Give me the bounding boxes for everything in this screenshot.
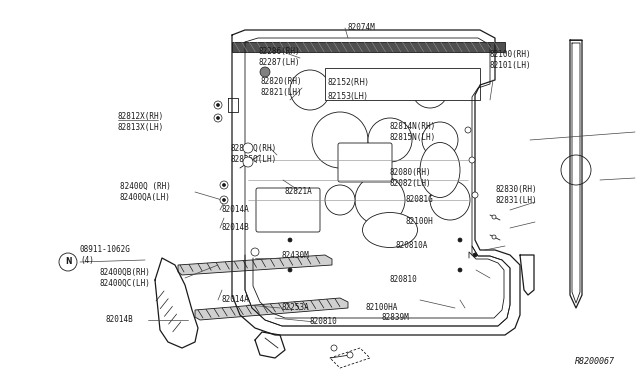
- Circle shape: [465, 127, 471, 133]
- Circle shape: [458, 238, 462, 242]
- Circle shape: [472, 192, 478, 198]
- Circle shape: [347, 352, 353, 358]
- Circle shape: [290, 70, 330, 110]
- Circle shape: [251, 248, 259, 256]
- Circle shape: [412, 72, 448, 108]
- Circle shape: [223, 183, 225, 186]
- Circle shape: [243, 157, 253, 167]
- Text: 82812X(RH)
82813X(LH): 82812X(RH) 82813X(LH): [118, 112, 164, 132]
- Circle shape: [331, 345, 337, 351]
- Circle shape: [469, 157, 475, 163]
- Ellipse shape: [362, 212, 417, 247]
- Circle shape: [422, 122, 458, 158]
- Circle shape: [368, 118, 412, 162]
- Text: 82400QB(RH)
82400QC(LH): 82400QB(RH) 82400QC(LH): [100, 268, 151, 288]
- Text: 82014A: 82014A: [222, 295, 250, 305]
- FancyBboxPatch shape: [325, 68, 480, 100]
- Circle shape: [561, 155, 591, 185]
- Circle shape: [473, 253, 477, 257]
- Circle shape: [223, 199, 225, 202]
- Circle shape: [216, 116, 220, 119]
- Text: R8200067: R8200067: [575, 357, 615, 366]
- Text: 82839M: 82839M: [382, 314, 410, 323]
- Text: 82814N(RH)
82815N(LH): 82814N(RH) 82815N(LH): [390, 122, 436, 142]
- Text: 08911-1062G
(4): 08911-1062G (4): [80, 245, 131, 265]
- Circle shape: [214, 114, 222, 122]
- Circle shape: [288, 268, 292, 272]
- Circle shape: [325, 185, 355, 215]
- FancyBboxPatch shape: [256, 188, 320, 232]
- Circle shape: [214, 101, 222, 109]
- Text: 82080(RH)
82082(LH): 82080(RH) 82082(LH): [390, 168, 431, 188]
- Circle shape: [216, 103, 220, 106]
- Text: 82286(RH)
82287(LH): 82286(RH) 82287(LH): [259, 47, 300, 67]
- Circle shape: [243, 143, 253, 153]
- FancyBboxPatch shape: [338, 143, 392, 182]
- Text: 82100HA: 82100HA: [365, 304, 397, 312]
- Text: 82100H: 82100H: [405, 218, 433, 227]
- Polygon shape: [178, 255, 332, 275]
- Circle shape: [458, 268, 462, 272]
- Circle shape: [312, 112, 368, 168]
- Circle shape: [492, 215, 496, 219]
- Circle shape: [430, 180, 470, 220]
- Circle shape: [220, 196, 228, 204]
- Text: N: N: [65, 257, 71, 266]
- Circle shape: [492, 235, 496, 239]
- Text: 82152(RH): 82152(RH): [328, 77, 369, 87]
- Text: 82074M: 82074M: [348, 22, 376, 32]
- Circle shape: [220, 181, 228, 189]
- Text: 82253A: 82253A: [282, 304, 310, 312]
- Text: 820810: 820810: [310, 317, 338, 327]
- Text: 82014B: 82014B: [222, 224, 250, 232]
- Text: 82100(RH)
82101(LH): 82100(RH) 82101(LH): [490, 50, 532, 70]
- Text: 820810A: 820810A: [395, 241, 428, 250]
- Polygon shape: [195, 298, 348, 320]
- Text: 82430M: 82430M: [282, 251, 310, 260]
- Text: 82081G: 82081G: [405, 196, 433, 205]
- Text: 82821A: 82821A: [284, 187, 312, 196]
- Text: 820810: 820810: [390, 276, 418, 285]
- Circle shape: [288, 238, 292, 242]
- Circle shape: [355, 175, 405, 225]
- Text: 82153(LH): 82153(LH): [328, 92, 368, 100]
- Ellipse shape: [420, 142, 460, 198]
- Circle shape: [260, 67, 270, 77]
- Text: 82014A: 82014A: [222, 205, 250, 215]
- Circle shape: [59, 253, 77, 271]
- Text: 82830(RH)
82831(LH): 82830(RH) 82831(LH): [495, 185, 536, 205]
- Text: 82820(RH)
82821(LH): 82820(RH) 82821(LH): [260, 77, 302, 97]
- Polygon shape: [232, 42, 505, 52]
- Text: 82400Q (RH)
82400QA(LH): 82400Q (RH) 82400QA(LH): [120, 182, 171, 202]
- Text: 82834Q(RH)
82835Q(LH): 82834Q(RH) 82835Q(LH): [231, 144, 277, 164]
- Text: 82014B: 82014B: [105, 315, 132, 324]
